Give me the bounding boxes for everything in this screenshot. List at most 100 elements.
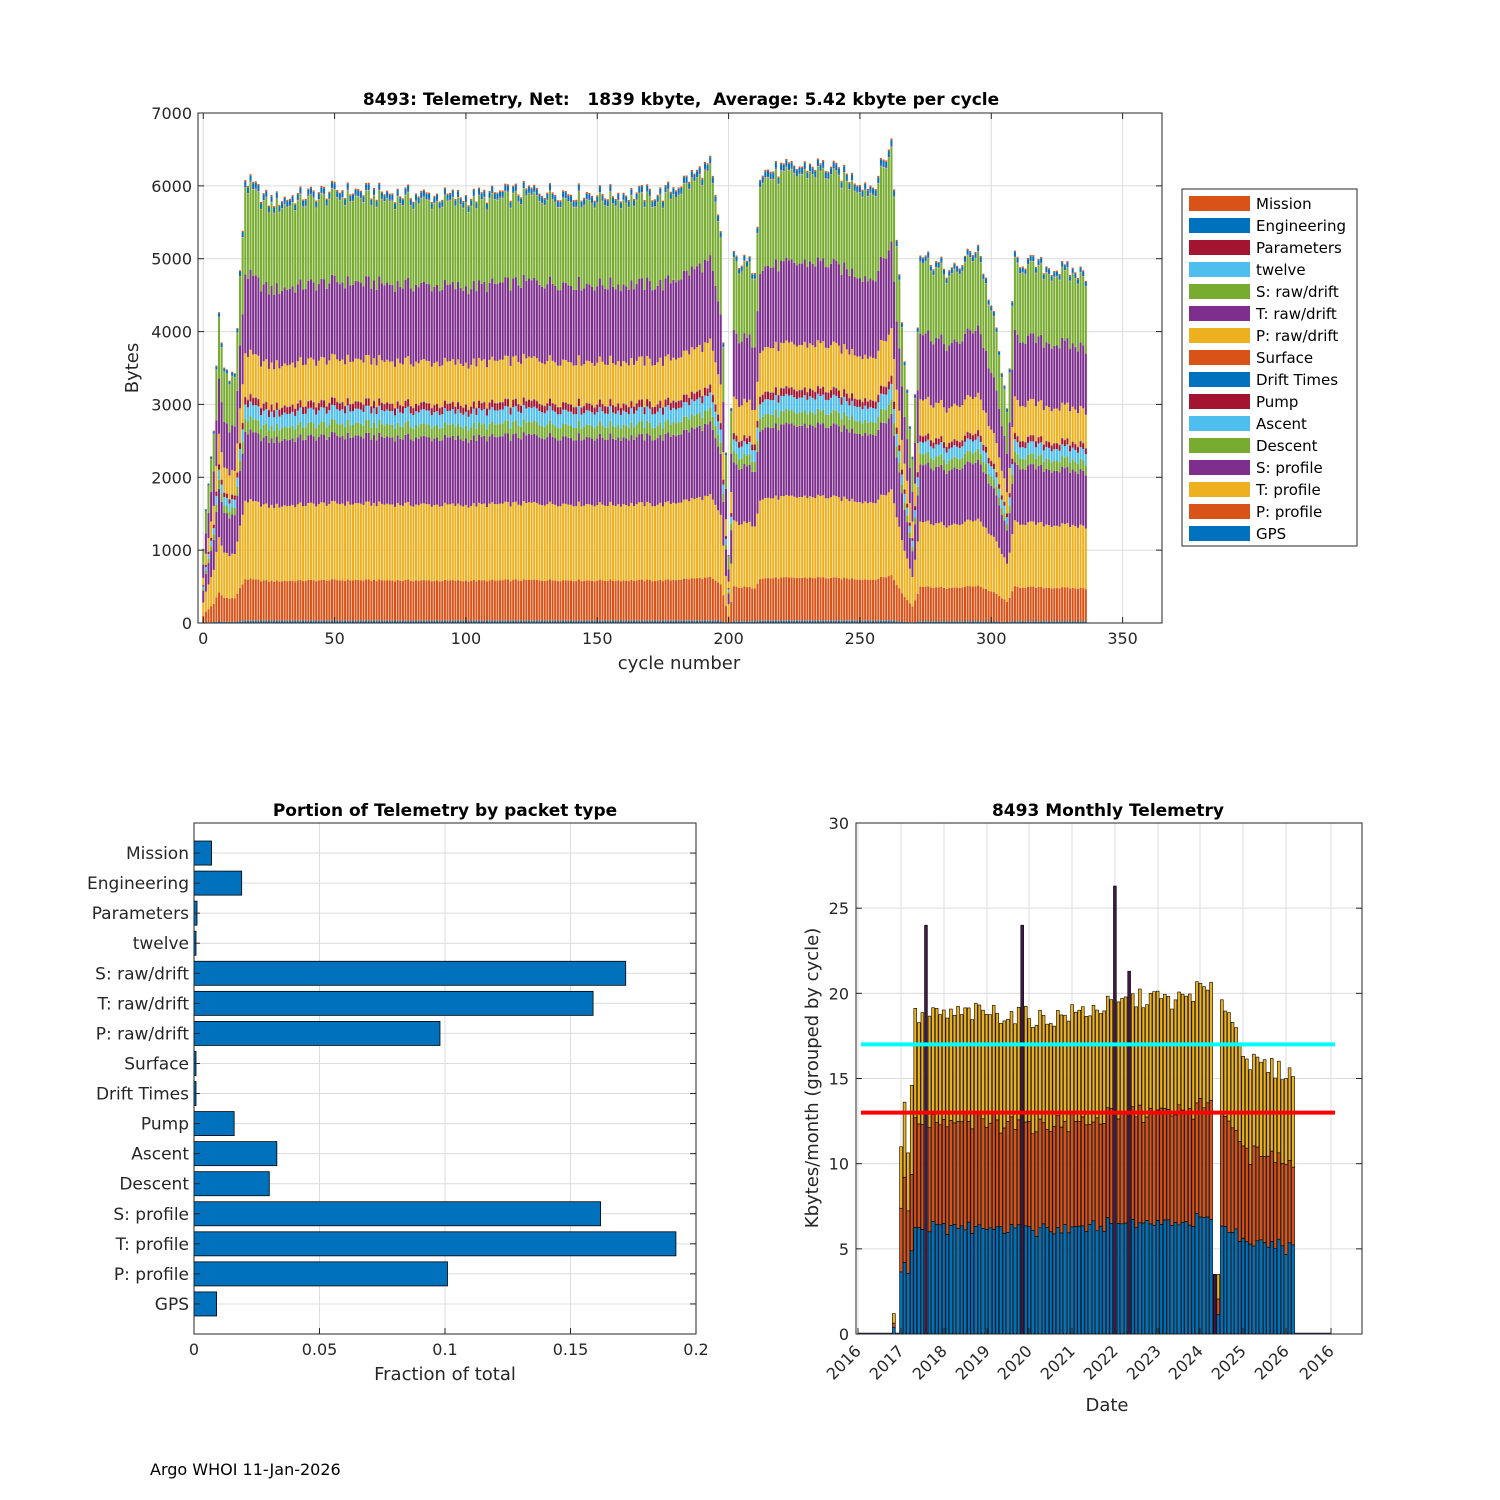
telemetry-cycle-bar	[924, 255, 927, 623]
telemetry-segment-pump	[346, 398, 349, 406]
telemetry-segment-gps	[228, 621, 231, 623]
telemetry-segment-descent	[706, 411, 709, 425]
telemetry-segment-p-profile	[262, 580, 265, 621]
telemetry-segment-s-raw-drift	[730, 411, 733, 454]
telemetry-segment-gps	[262, 620, 265, 623]
telemetry-segment-parameters	[651, 206, 654, 208]
telemetry-segment-s-raw-drift	[808, 171, 812, 262]
telemetry-segment-p-raw-drift	[420, 359, 423, 403]
telemetry-segment-t-profile	[764, 497, 767, 579]
telemetry-segment-p-profile	[351, 580, 354, 621]
telemetry-segment-engineering	[816, 159, 819, 166]
telemetry-segment-p-raw-drift	[241, 384, 244, 423]
telemetry-segment-parameters	[751, 278, 754, 279]
telemetry-segment-s-profile	[961, 468, 964, 525]
telemetry-cycle-bar	[273, 206, 276, 623]
telemetry-segment-mission	[422, 189, 425, 191]
telemetry-segment-twelve	[935, 266, 938, 268]
telemetry-segment-gps	[693, 620, 696, 623]
telemetry-segment-twelve	[777, 183, 780, 185]
telemetry-segment-s-profile	[212, 539, 215, 570]
telemetry-segment-s-raw-drift	[774, 169, 777, 260]
telemetry-segment-gps	[785, 620, 788, 623]
telemetry-segment-gps	[551, 620, 554, 623]
telemetry-segment-p-profile	[822, 577, 825, 621]
telemetry-segment-mission	[835, 162, 838, 165]
telemetry-segment-s-profile	[940, 464, 943, 522]
telemetry-segment-t-profile	[611, 505, 615, 581]
telemetry-segment-ascent	[848, 405, 851, 420]
telemetry-segment-p-raw-drift	[685, 350, 688, 395]
telemetry-segment-pump	[588, 403, 591, 411]
telemetry-segment-parameters	[407, 190, 410, 192]
telemetry-segment-p-raw-drift	[711, 350, 714, 395]
telemetry-segment-ascent	[517, 411, 520, 426]
telemetry-segment-p-raw-drift	[748, 399, 751, 436]
telemetry-segment-p-profile	[275, 580, 278, 621]
telemetry-segment-descent	[643, 427, 646, 441]
telemetry-segment-descent	[611, 426, 615, 439]
telemetry-segment-pump	[254, 397, 257, 406]
telemetry-segment-pump	[323, 400, 326, 408]
telemetry-segment-parameters	[533, 191, 536, 192]
telemetry-segment-parameters	[470, 205, 473, 206]
telemetry-segment-mission	[611, 196, 615, 198]
telemetry-segment-descent	[336, 423, 339, 437]
telemetry-segment-mission	[569, 194, 573, 197]
telemetry-segment-gps	[420, 620, 423, 623]
telemetry-segment-t-raw-drift	[740, 341, 743, 406]
telemetry-segment-t-raw-drift	[745, 337, 749, 403]
telemetry-segment-p-raw-drift	[202, 577, 205, 586]
telemetry-segment-pump	[417, 405, 420, 413]
telemetry-segment-p-profile	[937, 587, 940, 622]
telemetry-segment-t-raw-drift	[900, 386, 903, 440]
telemetry-cycle-bar	[635, 192, 638, 623]
telemetry-segment-engineering	[735, 256, 738, 261]
telemetry-segment-s-raw-drift	[315, 208, 318, 291]
telemetry-segment-t-profile	[866, 503, 869, 581]
telemetry-segment-engineering	[257, 185, 260, 191]
telemetry-segment-twelve	[940, 262, 943, 264]
telemetry-segment-t-raw-drift	[919, 333, 922, 400]
telemetry-segment-engineering	[711, 177, 714, 183]
telemetry-segment-twelve	[835, 170, 838, 171]
telemetry-segment-p-raw-drift	[512, 356, 515, 400]
telemetry-segment-parameters	[935, 266, 938, 267]
telemetry-segment-p-raw-drift	[341, 359, 344, 402]
telemetry-segment-ascent	[286, 414, 289, 428]
telemetry-segment-t-raw-drift	[548, 276, 552, 356]
telemetry-segment-p-profile	[530, 579, 533, 621]
telemetry-segment-s-raw-drift	[399, 203, 402, 288]
telemetry-segment-t-raw-drift	[244, 274, 247, 354]
telemetry-segment-descent	[564, 423, 567, 437]
telemetry-segment-p-raw-drift	[719, 384, 722, 423]
telemetry-segment-engineering	[633, 200, 636, 206]
telemetry-segment-ascent	[751, 450, 754, 462]
telemetry-segment-ascent	[538, 411, 541, 426]
telemetry-segment-descent	[454, 427, 457, 440]
telemetry-cycle-bar	[443, 187, 446, 623]
telemetry-segment-pump	[459, 405, 462, 413]
telemetry-segment-t-profile	[281, 506, 284, 582]
telemetry-segment-engineering	[375, 201, 378, 206]
telemetry-cycle-bar	[622, 192, 625, 623]
telemetry-cycle-bar	[908, 426, 911, 623]
telemetry-cycle-bar	[562, 190, 565, 623]
telemetry-segment-descent	[367, 420, 370, 433]
telemetry-cycle-bar	[730, 407, 733, 623]
telemetry-segment-parameters	[840, 187, 843, 188]
telemetry-segment-twelve	[580, 207, 583, 209]
telemetry-segment-p-raw-drift	[677, 357, 680, 401]
telemetry-segment-p-raw-drift	[583, 364, 586, 406]
telemetry-segment-mission	[399, 196, 402, 198]
telemetry-chart: 0 50 100 150 200 250 300 3500100020003000400050…	[122, 90, 1358, 674]
telemetry-segment-s-profile	[273, 442, 276, 508]
telemetry-segment-p-raw-drift	[956, 405, 959, 441]
telemetry-segment-s-profile	[651, 440, 654, 507]
telemetry-segment-descent	[719, 442, 722, 454]
telemetry-segment-s-profile	[375, 440, 378, 507]
telemetry-segment-descent	[759, 418, 762, 432]
telemetry-segment-pump	[914, 506, 917, 511]
telemetry-segment-gps	[556, 620, 559, 623]
telemetry-segment-t-raw-drift	[260, 291, 263, 367]
